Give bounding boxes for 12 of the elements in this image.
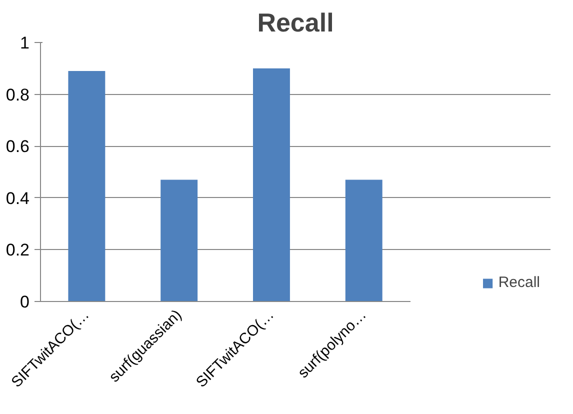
bar [68,70,106,302]
chart-title: Recall [257,8,334,38]
y-tick-label: 0 [20,292,30,312]
bar [160,180,198,302]
y-tick-label: 1 [20,34,30,52]
y-tick-label: 0.4 [6,188,30,208]
y-tick-label: 0.8 [6,85,30,104]
legend-label: Recall [498,274,540,291]
y-tick-label: 0.6 [6,137,30,156]
y-tick-label: 0.2 [6,240,30,260]
bar [345,180,382,302]
bar [253,68,290,302]
